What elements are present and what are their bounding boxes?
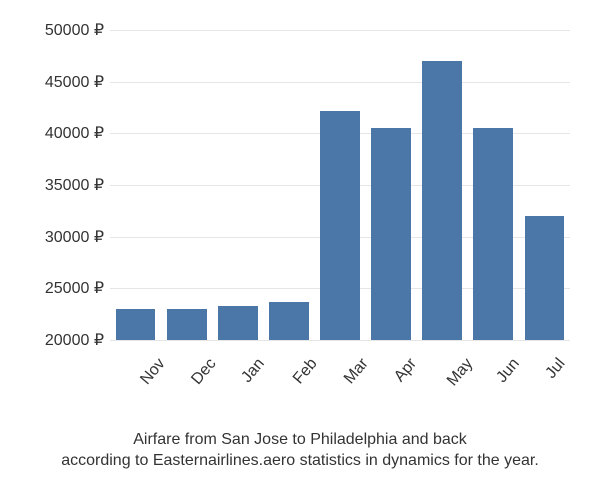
- bar-slot: [519, 30, 570, 340]
- y-tick-label: 40000 ₽: [45, 123, 104, 143]
- bar-slot: [161, 30, 212, 340]
- bar: [320, 111, 360, 340]
- bar-slot: [366, 30, 417, 340]
- plot-area: [110, 30, 570, 340]
- x-tick-label: May: [444, 355, 477, 390]
- x-tick-label: Apr: [391, 355, 421, 386]
- caption-line-2: according to Easternairlines.aero statis…: [61, 452, 539, 469]
- y-tick-label: 20000 ₽: [45, 330, 104, 350]
- x-tick-label: Dec: [188, 355, 220, 388]
- caption-line-1: Airfare from San Jose to Philadelphia an…: [133, 431, 467, 448]
- bar: [473, 128, 513, 340]
- bar: [218, 306, 258, 340]
- gridline: [110, 340, 570, 341]
- bar-slot: [314, 30, 365, 340]
- y-tick-label: 45000 ₽: [45, 72, 104, 92]
- chart-caption: Airfare from San Jose to Philadelphia an…: [0, 429, 600, 472]
- bars-container: [110, 30, 570, 340]
- x-tick-label: Jan: [238, 355, 268, 386]
- x-tick-label: Jun: [494, 355, 524, 386]
- bar: [422, 61, 462, 340]
- y-tick-label: 30000 ₽: [45, 227, 104, 247]
- y-tick-label: 50000 ₽: [45, 20, 104, 40]
- bar: [525, 216, 565, 340]
- bar: [167, 309, 207, 340]
- bar-slot: [263, 30, 314, 340]
- x-tick-label: Mar: [341, 355, 373, 388]
- y-tick-label: 35000 ₽: [45, 175, 104, 195]
- airfare-chart: 20000 ₽ 25000 ₽ 30000 ₽ 35000 ₽ 40000 ₽ 45000…: [20, 20, 580, 400]
- bar: [371, 128, 411, 340]
- bar: [116, 309, 156, 340]
- y-tick-label: 25000 ₽: [45, 278, 104, 298]
- bar: [269, 302, 309, 340]
- x-tick-label: Feb: [290, 355, 322, 388]
- x-tick-label: Nov: [137, 355, 169, 388]
- bar-slot: [110, 30, 161, 340]
- bar-slot: [417, 30, 468, 340]
- bar-slot: [468, 30, 519, 340]
- bar-slot: [212, 30, 263, 340]
- x-tick-label: Jul: [543, 355, 570, 382]
